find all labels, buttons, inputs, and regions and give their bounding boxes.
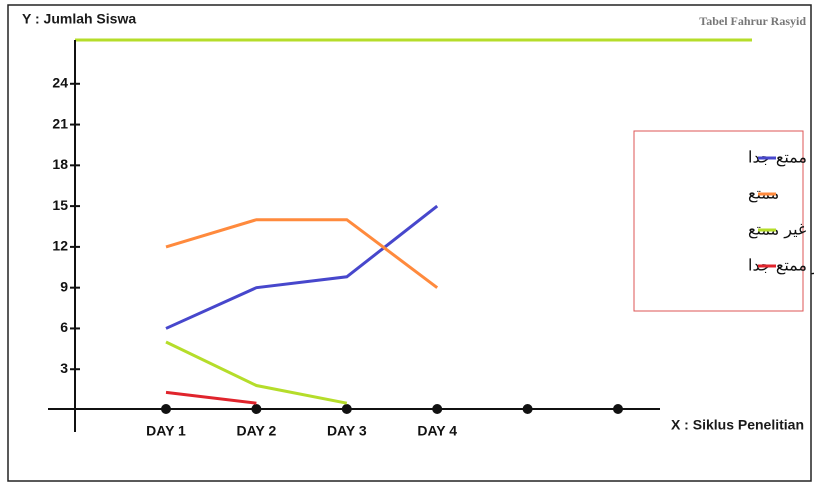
x-tick-dot	[432, 404, 443, 414]
y-tick-label: 6	[60, 319, 68, 335]
x-tick-dot	[161, 404, 171, 414]
x-tick-label: DAY 3	[327, 423, 367, 439]
x-tick-label: DAY 2	[237, 423, 277, 439]
y-tick-label: 12	[52, 238, 68, 254]
x-axis-label: X : Siklus Penelitian	[671, 417, 804, 433]
x-tick-dot	[251, 404, 262, 414]
series-line	[165, 204, 439, 330]
y-axis-label: Y : Jumlah Siswa	[22, 11, 136, 27]
legend-box	[633, 130, 804, 312]
y-tick-label: 9	[60, 278, 68, 294]
legend-label: غير ممتع	[748, 220, 806, 239]
x-tick-dot	[522, 404, 533, 414]
y-tick-label: 3	[60, 360, 68, 376]
y-tick-label: 18	[52, 156, 68, 172]
x-tick-dot	[613, 404, 623, 414]
series-line	[165, 340, 348, 405]
x-tick-dot	[341, 404, 352, 414]
y-tick-label: 24	[52, 74, 68, 90]
series-line	[165, 390, 257, 405]
legend-label: غير ممتع جدا	[748, 256, 814, 275]
series-line	[165, 218, 439, 289]
y-tick-label: 15	[52, 197, 68, 213]
x-tick-label: DAY 1	[146, 423, 186, 439]
x-tick-label: DAY 4	[417, 423, 457, 439]
chart-title: Tabel Fahrur Rasyid	[699, 14, 806, 28]
y-tick-label: 21	[52, 115, 68, 131]
frame	[7, 4, 812, 482]
legend-label: ممتع جدا	[748, 148, 807, 167]
